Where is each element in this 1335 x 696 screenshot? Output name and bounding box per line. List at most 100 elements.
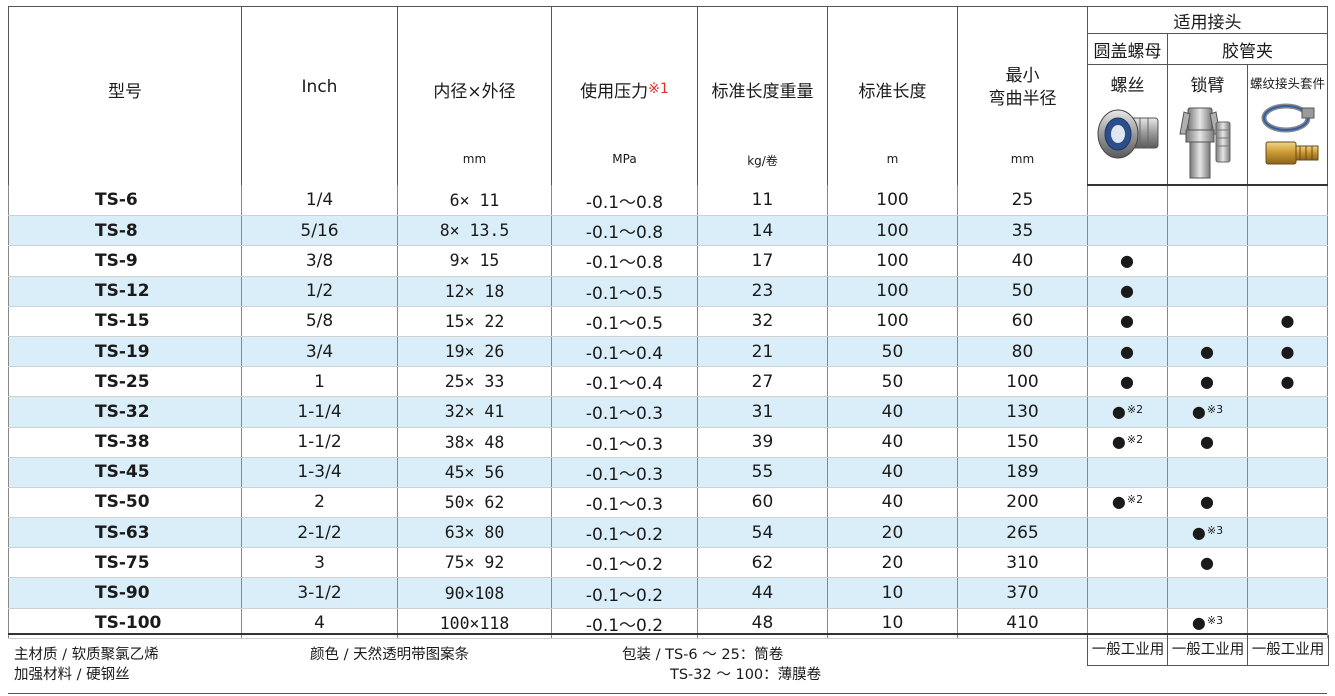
cell-length: 100 (827, 215, 958, 247)
cell-length: 100 (827, 306, 958, 337)
cell-thread: ● (1087, 366, 1168, 398)
cell-model: TS-8 (8, 215, 242, 247)
availability-dot: ● (1200, 341, 1214, 361)
cell-lock (1167, 276, 1248, 307)
cell-size: 19× 26 (397, 336, 552, 368)
cell-size: 63× 80 (397, 517, 552, 549)
cell-size: 38× 48 (397, 427, 552, 458)
threaded-nut-fitting-icon (1097, 109, 1158, 159)
cell-size: 90×108 (397, 577, 552, 609)
availability-dot: ● (1120, 281, 1134, 301)
cell-pressure: -0.1～0.3 (551, 427, 698, 458)
cell-inch: 2-1/2 (241, 517, 398, 549)
cell-model: TS-25 (8, 366, 242, 398)
cell-weight: 23 (697, 276, 828, 307)
cell-lock (1167, 245, 1248, 277)
cell-weight: 39 (697, 427, 828, 458)
cell-thread (1087, 577, 1168, 609)
cell-weight: 44 (697, 577, 828, 609)
header-model: 型号 (8, 6, 242, 185)
cell-lock: ● (1167, 547, 1248, 579)
cell-kit (1247, 577, 1328, 609)
header-pressure: 使用压力※1 MPa (551, 6, 698, 185)
table-row: TS-90 3-1/2 90×108 -0.1～0.2 44 10 370 (8, 577, 1328, 609)
cell-inch: 1/2 (241, 276, 398, 307)
cell-model: TS-19 (8, 336, 242, 368)
cell-length: 100 (827, 276, 958, 307)
cell-inch: 1 (241, 366, 398, 398)
table-row: TS-50 2 50× 62 -0.1～0.3 60 40 200 ●※2 ● (8, 487, 1328, 519)
table-row: TS-8 5/16 8× 13.5 -0.1～0.8 14 100 35 (8, 215, 1328, 247)
cell-kit (1247, 245, 1328, 277)
cell-pressure: -0.1～0.5 (551, 306, 698, 337)
cell-length: 40 (827, 487, 958, 519)
availability-dot: ● (1191, 613, 1206, 633)
availability-dot: ● (1120, 311, 1134, 331)
cell-thread (1087, 215, 1168, 247)
table-row: TS-38 1-1/2 38× 48 -0.1～0.3 39 40 150 ●※2 ● (8, 427, 1328, 458)
pressure-note: ※1 (648, 81, 669, 97)
cell-inch: 5/16 (241, 215, 398, 247)
cell-pressure: -0.1～0.3 (551, 487, 698, 519)
footnote-mark: ※2 (1126, 402, 1144, 416)
cell-size: 32× 41 (397, 396, 552, 428)
table-row: TS-75 3 75× 92 -0.1～0.2 62 20 310 ● (8, 547, 1328, 579)
cell-weight: 32 (697, 306, 828, 337)
cell-length: 50 (827, 336, 958, 368)
table-row: TS-45 1-3/4 45× 56 -0.1～0.3 55 40 189 (8, 457, 1328, 488)
cell-weight: 11 (697, 185, 828, 217)
cell-pressure: -0.1～0.8 (551, 215, 698, 247)
header-lock: 锁臂 (1167, 64, 1248, 186)
cell-pressure: -0.1～0.8 (551, 185, 698, 217)
table-row: TS-6 1/4 6× 11 -0.1～0.8 11 100 25 (8, 185, 1328, 217)
cell-lock: ● (1167, 487, 1248, 519)
cell-pressure: -0.1～0.2 (551, 517, 698, 549)
cell-radius: 310 (957, 547, 1088, 579)
availability-dot: ● (1120, 371, 1134, 391)
cell-radius: 35 (957, 215, 1088, 247)
cell-size: 75× 92 (397, 547, 552, 579)
header-length: 标准长度 m (827, 6, 958, 185)
cell-radius: 50 (957, 276, 1088, 307)
table-row: TS-12 1/2 12× 18 -0.1～0.5 23 100 50 ● (8, 276, 1328, 307)
cell-lock (1167, 306, 1248, 337)
availability-dot: ● (1200, 552, 1214, 572)
availability-dot: ● (1280, 341, 1295, 361)
use-thread: 一般工业用 (1087, 635, 1168, 666)
cell-radius: 200 (957, 487, 1088, 519)
cell-inch: 1-1/2 (241, 427, 398, 458)
availability-dot: ● (1200, 492, 1214, 512)
footnote-mark: ※3 (1206, 614, 1224, 628)
cell-size: 15× 22 (397, 306, 552, 337)
cell-lock: ● (1167, 427, 1248, 458)
cell-model: TS-6 (8, 185, 242, 217)
footnote-mark: ※2 (1126, 493, 1144, 507)
header-kit: 螺纹接头套件 (1247, 64, 1328, 186)
cell-thread: ● (1087, 245, 1168, 277)
packing-line-2: TS-32 ～ 100：薄膜卷 (670, 667, 822, 683)
cell-model: TS-63 (8, 517, 242, 549)
cell-inch: 3/8 (241, 245, 398, 277)
cell-weight: 31 (697, 396, 828, 428)
cam-lock-coupling-icon (1178, 107, 1230, 179)
table-row: TS-32 1-1/4 32× 41 -0.1～0.3 31 40 130 ●※2 ●※3 (8, 396, 1328, 428)
cell-radius: 25 (957, 185, 1088, 217)
cell-thread: ●※2 (1087, 396, 1168, 428)
header-size: 内径×外径 mm (397, 6, 552, 185)
header-inch: Inch (241, 6, 398, 185)
header-nut-group: 圆盖螺母 (1087, 33, 1168, 65)
availability-dot: ● (1111, 432, 1126, 452)
cell-inch: 3/4 (241, 336, 398, 368)
cell-model: TS-90 (8, 577, 242, 609)
cell-size: 8× 13.5 (397, 215, 552, 247)
cell-pressure: -0.1～0.2 (551, 577, 698, 609)
cell-thread: ●※2 (1087, 427, 1168, 458)
cell-kit (1247, 517, 1328, 549)
cell-radius: 60 (957, 306, 1088, 337)
header-fittings-group: 适用接头 (1087, 6, 1328, 34)
cell-length: 100 (827, 185, 958, 217)
table-row: TS-9 3/8 9× 15 -0.1～0.8 17 100 40 ● (8, 245, 1328, 277)
cell-radius: 80 (957, 336, 1088, 368)
availability-dot: ● (1280, 371, 1295, 391)
table-row: TS-25 1 25× 33 -0.1～0.4 27 50 100 ● ● ● (8, 366, 1328, 398)
